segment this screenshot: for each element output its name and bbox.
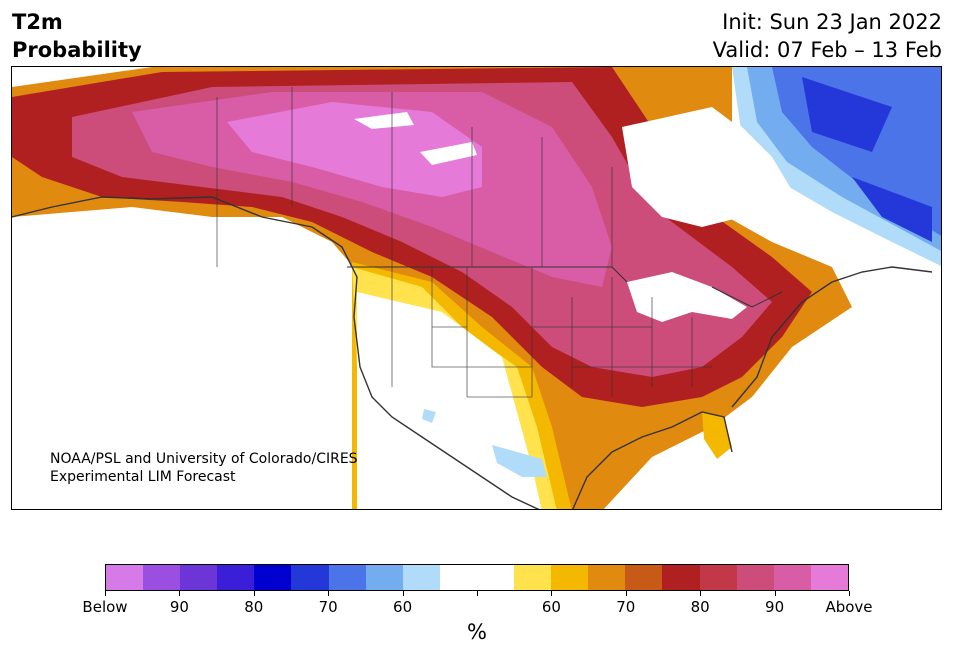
sw-small-blue <box>422 409 436 423</box>
colorbar-tick-label: 60 <box>541 598 561 616</box>
sw-light-blue <box>492 445 547 477</box>
probability-colorbar <box>105 564 849 591</box>
colorbar-segment <box>810 565 848 590</box>
colorbar-tick-label: 90 <box>765 598 785 616</box>
colorbar-tick <box>625 591 627 596</box>
colorbar-tick <box>477 591 478 596</box>
forecast-dates: Init: Sun 23 Jan 2022 Valid: 07 Feb – 13… <box>713 8 942 64</box>
colorbar-tick-label: 60 <box>393 598 413 616</box>
colorbar-tick <box>849 591 850 596</box>
colorbar-segment <box>365 565 403 590</box>
colorbar-segment <box>180 565 218 590</box>
state-borders <box>391 267 712 398</box>
colorbar-tick <box>328 591 330 596</box>
colorbar-tick-label: 80 <box>690 598 710 616</box>
colorbar-segment <box>773 565 811 590</box>
colorbar-tick <box>774 591 776 596</box>
colorbar-segment <box>254 565 292 590</box>
colorbar-tick-label: 80 <box>244 598 264 616</box>
colorbar-segment <box>143 565 181 590</box>
forecast-map: NOAA/PSL and University of Colorado/CIRE… <box>11 66 942 510</box>
credit-line-1: NOAA/PSL and University of Colorado/CIRE… <box>50 451 358 467</box>
colorbar-tick-label: Above <box>825 598 873 616</box>
colorbar-tick-label: 70 <box>318 598 338 616</box>
colorbar-segment <box>699 565 737 590</box>
credit-text: NOAA/PSL and University of Colorado/CIRE… <box>50 450 358 486</box>
colorbar-tick <box>551 591 553 596</box>
great-lakes <box>627 272 747 322</box>
hudson-bay <box>622 107 752 227</box>
map-canvas <box>12 67 941 509</box>
valid-range: Valid: 07 Feb – 13 Feb <box>712 38 942 62</box>
title-variable: T2m <box>12 10 63 34</box>
colorbar-segment <box>588 565 626 590</box>
colorbar-tick <box>253 591 255 596</box>
colorbar-segment <box>328 565 366 590</box>
colorbar-segment <box>106 565 144 590</box>
colorbar-segment <box>402 565 440 590</box>
above-field-max <box>227 102 482 197</box>
great-bear-lake <box>354 112 414 129</box>
init-date: Init: Sun 23 Jan 2022 <box>722 10 942 34</box>
colorbar-segment <box>551 565 589 590</box>
colorbar-tick <box>402 591 404 596</box>
florida-yellow <box>702 412 732 459</box>
map-title: T2m Probability <box>12 8 142 64</box>
colorbar-tick-label: 90 <box>169 598 189 616</box>
colorbar-tick <box>700 591 702 596</box>
colorbar-unit: % <box>467 620 487 644</box>
colorbar-segment <box>662 565 700 590</box>
colorbar-segment <box>291 565 329 590</box>
greenland-edge <box>732 117 852 267</box>
credit-line-2: Experimental LIM Forecast <box>50 469 236 485</box>
title-subtitle: Probability <box>12 38 142 62</box>
colorbar-tick <box>105 591 106 596</box>
colorbar-segment <box>439 565 477 590</box>
colorbar-segment <box>514 565 552 590</box>
colorbar-tick-label: Below <box>82 598 128 616</box>
ne-below-deep <box>802 77 932 242</box>
colorbar-segment <box>625 565 663 590</box>
colorbar-tick-label: 70 <box>616 598 636 616</box>
canada-province-borders <box>216 87 613 267</box>
colorbar-segment <box>736 565 774 590</box>
coastline <box>12 196 933 509</box>
colorbar-segment <box>217 565 255 590</box>
lake-winnipeg <box>420 142 477 165</box>
colorbar-segment <box>476 565 515 590</box>
colorbar-tick <box>179 591 181 596</box>
